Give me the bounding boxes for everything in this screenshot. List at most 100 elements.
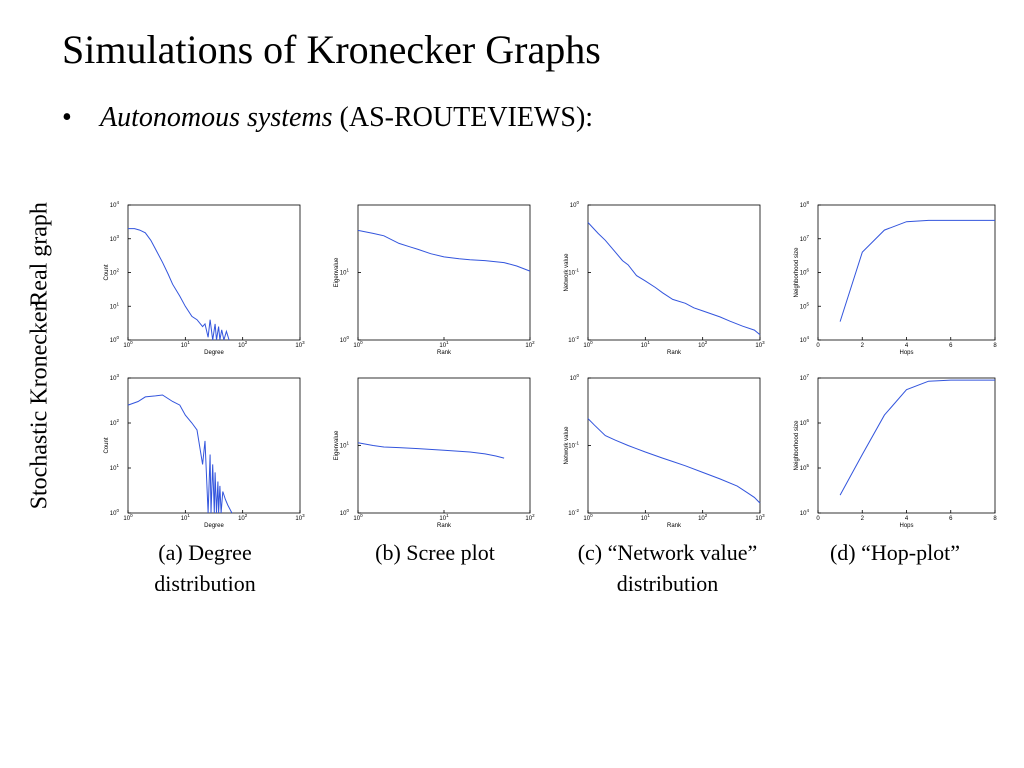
x-tick-label: 4 [905,516,909,522]
caption-scree-plot: (b) Scree plot [375,540,495,565]
bullet-italic-text: Autonomous systems [100,102,333,133]
y-tick-label: 104 [110,200,120,209]
x-tick-label: 101 [181,340,191,349]
x-tick-label: 102 [525,513,535,522]
y-tick-label: 106 [800,268,810,277]
plot-real-degree: 100 101 102 103 100 101 102 103 104 Degree Count [104,200,305,356]
plot-frame [127,204,301,341]
y-tick-label: 101 [340,441,350,450]
x-tick-label: 2 [861,516,865,522]
y-tick-label: 101 [110,463,120,472]
x-tick-label: 0 [816,343,820,349]
y-axis-label: Eigenvalue [334,430,340,460]
x-tick-label: 100 [583,513,593,522]
plot-real-hop-plot: 0 2 4 6 8 104 105 106 107 108 Hops Neighborhood siz… [794,200,997,356]
y-axis-label: Network value [564,253,570,292]
series-line [839,219,995,322]
x-tick-label: 100 [583,340,593,349]
y-tick-label: 10-1 [568,268,579,277]
x-tick-label: 102 [698,340,708,349]
y-tick-label: 105 [800,301,810,310]
y-tick-label: 102 [110,418,120,427]
x-tick-label: 101 [641,513,651,522]
y-axis-label: Count [104,264,110,280]
x-tick-label: 100 [123,340,133,349]
x-axis-label: Rank [667,350,682,356]
y-tick-label: 103 [110,234,120,243]
plot-kron-hop-plot: 0 2 4 6 8 104 105 106 107 Hops Neighborhood size [794,373,997,529]
y-tick-label: 10-2 [568,508,579,517]
bullet-rest-text: (AS-ROUTEVIEWS): [332,102,594,133]
series-line [587,222,761,336]
series-line [839,379,995,496]
x-axis-label: Degree [204,523,224,529]
y-tick-label: 101 [340,268,350,277]
x-tick-label: 101 [439,340,449,349]
plot-frame [357,377,531,514]
x-tick-label: 8 [993,516,997,522]
x-tick-label: 101 [641,340,651,349]
x-axis-label: Degree [204,350,224,356]
caption-degree-distribution: (a) Degree distribution [154,540,256,596]
x-tick-label: 103 [755,513,765,522]
x-axis-label: Rank [667,523,682,529]
y-tick-label: 103 [110,373,120,382]
y-tick-label: 100 [340,508,350,517]
series-line [587,418,761,504]
plot-kron-degree: 100 101 102 103 100 101 102 103 Degree Count [104,373,305,529]
y-tick-label: 100 [570,373,580,382]
plot-kron-network-value: 100 101 102 103 10-2 10-1 100 Rank Network value [564,373,765,529]
x-tick-label: 101 [181,513,191,522]
y-axis-label: Count [104,437,110,453]
y-tick-label: 108 [800,200,810,209]
y-tick-label: 107 [800,234,810,243]
y-tick-label: 100 [340,335,350,344]
x-tick-label: 102 [698,513,708,522]
y-tick-label: 10-1 [568,441,579,450]
plot-frame [587,204,761,341]
x-axis-label: Hops [899,350,913,356]
plot-frame [817,204,996,341]
slide-title: Simulations of Kronecker Graphs [62,27,601,72]
row-label-stochastic-kronecker: Stochastic Kronecker [26,303,53,510]
x-tick-label: 100 [353,513,363,522]
y-axis-label: Neighborhood size [794,247,800,298]
x-tick-label: 103 [295,340,305,349]
y-tick-label: 100 [110,508,120,517]
y-axis-label: Neighborhood size [794,420,800,471]
plot-frame [817,377,996,514]
x-tick-label: 101 [439,513,449,522]
x-tick-label: 6 [949,343,953,349]
y-tick-label: 107 [800,373,810,382]
y-tick-label: 104 [800,508,810,517]
y-axis-label: Network value [564,426,570,465]
bullet-symbol: • [62,102,72,133]
x-tick-label: 102 [238,513,248,522]
y-tick-label: 102 [110,268,120,277]
x-axis-label: Hops [899,523,913,529]
caption-network-value: (c) “Network value” distribution [577,540,758,596]
series-line [357,229,531,272]
x-tick-label: 102 [238,340,248,349]
x-tick-label: 103 [295,513,305,522]
y-tick-label: 106 [800,418,810,427]
series-line [128,228,230,341]
y-tick-label: 105 [800,463,810,472]
plot-real-network-value: 100 101 102 103 10-2 10-1 100 Rank Network value [564,200,765,356]
plot-frame [357,204,531,341]
series-line [127,394,233,514]
x-tick-label: 100 [123,513,133,522]
x-tick-label: 8 [993,343,997,349]
x-axis-label: Rank [437,350,452,356]
x-tick-label: 103 [755,340,765,349]
x-tick-label: 0 [816,516,820,522]
y-tick-label: 100 [110,335,120,344]
y-tick-label: 100 [570,200,580,209]
x-tick-label: 100 [353,340,363,349]
y-tick-label: 10-2 [568,335,579,344]
x-tick-label: 6 [949,516,953,522]
series-line [357,442,505,459]
x-tick-label: 4 [905,343,909,349]
